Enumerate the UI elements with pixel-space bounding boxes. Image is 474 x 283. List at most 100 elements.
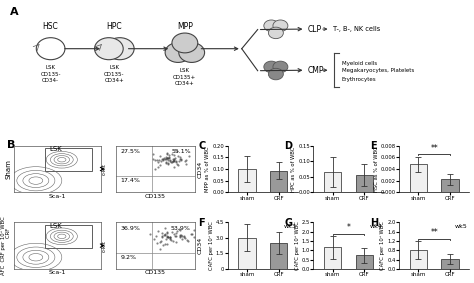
Y-axis label: MPP as % of WBC: MPP as % of WBC [205, 146, 210, 192]
X-axis label: CD135: CD135 [145, 270, 166, 275]
Text: LSK
CD135-
CD34+: LSK CD135- CD34+ [104, 65, 125, 83]
Point [156, 239, 164, 244]
Point [168, 152, 176, 156]
Text: 55.1%: 55.1% [171, 149, 191, 154]
Ellipse shape [36, 38, 65, 60]
Point [160, 158, 167, 162]
Point [151, 158, 158, 162]
Text: H: H [370, 218, 378, 228]
Text: LSK
CD135-
CD34-: LSK CD135- CD34- [40, 65, 61, 83]
Point [177, 155, 184, 159]
Point [161, 157, 169, 162]
Ellipse shape [273, 20, 288, 31]
Point [150, 237, 158, 241]
Text: c-kit: c-kit [101, 240, 107, 252]
Point [174, 163, 182, 167]
Point [164, 231, 171, 235]
Text: CLP: CLP [308, 25, 322, 34]
Bar [441, 179, 459, 192]
Text: A: A [9, 7, 18, 17]
Ellipse shape [172, 33, 198, 53]
Ellipse shape [165, 43, 191, 63]
Ellipse shape [94, 38, 123, 60]
Point [177, 158, 185, 163]
Point [161, 242, 168, 246]
Point [154, 165, 162, 169]
Point [164, 158, 172, 162]
Point [163, 156, 171, 161]
Bar [45, 225, 92, 248]
Point [182, 158, 190, 162]
Text: C: C [198, 141, 206, 151]
Point [187, 232, 195, 237]
Y-axis label: CD34: CD34 [198, 160, 202, 178]
Y-axis label: CD34: CD34 [198, 237, 202, 254]
Point [173, 239, 180, 244]
Text: 53.9%: 53.9% [171, 226, 191, 231]
Text: 17.4%: 17.4% [120, 178, 140, 183]
Point [180, 234, 188, 238]
Text: Myeloid cells: Myeloid cells [342, 61, 377, 66]
Point [173, 148, 181, 153]
Point [177, 157, 185, 161]
Ellipse shape [268, 68, 283, 80]
Point [176, 227, 183, 231]
Point [163, 156, 171, 161]
Point [167, 160, 175, 165]
Y-axis label: CAFC per 10⁵ WBC: CAFC per 10⁵ WBC [380, 221, 385, 270]
Point [168, 159, 176, 164]
Point [153, 241, 161, 245]
Point [162, 159, 169, 164]
Point [171, 156, 179, 161]
Point [156, 247, 164, 251]
Ellipse shape [105, 38, 134, 60]
Point [159, 157, 166, 162]
Y-axis label: Sham: Sham [5, 159, 11, 179]
Point [183, 238, 191, 243]
Ellipse shape [268, 27, 283, 39]
Point [146, 232, 154, 236]
Point [166, 235, 174, 239]
Point [185, 154, 192, 158]
Point [165, 156, 173, 161]
Point [162, 160, 170, 165]
Point [176, 233, 184, 237]
Text: B: B [7, 140, 16, 150]
Text: **: ** [430, 144, 438, 153]
Point [156, 154, 164, 158]
Text: Megakaryocytes, Platelets: Megakaryocytes, Platelets [342, 68, 414, 73]
Point [157, 238, 164, 243]
Point [149, 152, 157, 156]
Point [163, 152, 171, 156]
Point [165, 153, 173, 157]
Bar [238, 169, 255, 192]
Bar [238, 238, 255, 269]
Ellipse shape [273, 61, 288, 73]
Point [161, 225, 169, 230]
Bar [270, 171, 287, 192]
Text: T-, B-, NK cells: T-, B-, NK cells [333, 26, 380, 32]
Point [170, 232, 178, 237]
Ellipse shape [179, 43, 205, 63]
Point [162, 237, 170, 241]
Point [166, 237, 173, 241]
Point [168, 230, 175, 235]
Point [149, 156, 156, 161]
Bar [45, 148, 92, 171]
Point [171, 153, 178, 158]
Point [181, 158, 189, 163]
Point [169, 239, 177, 243]
Point [175, 159, 183, 164]
Point [163, 242, 171, 246]
Point [164, 235, 172, 239]
Point [172, 233, 180, 238]
Bar [441, 259, 459, 269]
Text: F: F [198, 218, 205, 228]
Bar [270, 243, 287, 269]
Point [161, 233, 168, 237]
Y-axis label: HPC as % of WBC: HPC as % of WBC [291, 146, 296, 192]
Bar [410, 250, 427, 269]
Point [169, 156, 177, 161]
Point [171, 156, 178, 161]
Bar [356, 256, 373, 269]
